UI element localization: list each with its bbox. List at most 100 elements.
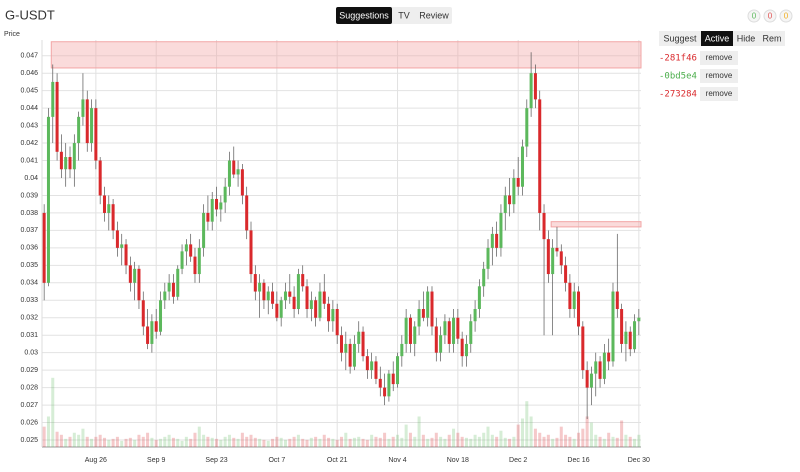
panel-button[interactable]: Suggest xyxy=(663,33,697,43)
tab[interactable]: Suggestions xyxy=(339,10,389,20)
candle-body xyxy=(477,286,481,310)
candle-body xyxy=(473,309,477,322)
x-tick-label: Nov 18 xyxy=(447,457,469,464)
candle-body xyxy=(352,343,356,367)
candle-body xyxy=(555,247,559,252)
candle-body xyxy=(620,309,624,344)
x-tick-label: Sep 9 xyxy=(147,457,165,464)
volume-bar xyxy=(421,434,425,447)
candle-body xyxy=(447,321,451,344)
zone xyxy=(50,41,642,69)
y-tick-label: 0.031 xyxy=(20,332,38,339)
volume-bar xyxy=(572,438,576,447)
candle-body xyxy=(258,282,262,292)
y-tick-label: 0.039 xyxy=(20,192,38,199)
panel-button[interactable]: Hide xyxy=(737,33,756,43)
candle-body xyxy=(430,291,434,327)
volume-bar xyxy=(473,434,477,447)
candle-body xyxy=(219,202,223,210)
volume-bar xyxy=(529,416,533,447)
candle-body xyxy=(107,204,111,213)
zone xyxy=(550,221,642,228)
tab[interactable]: TV xyxy=(398,10,410,20)
volume-bar xyxy=(331,438,335,447)
volume-bar xyxy=(624,434,628,447)
volume-bar xyxy=(615,437,619,447)
panel-button[interactable]: Active xyxy=(705,33,730,43)
volume-bar xyxy=(585,416,589,447)
tab[interactable]: Review xyxy=(419,10,449,20)
remove-button[interactable]: remove xyxy=(706,89,733,98)
candle-body xyxy=(249,230,253,275)
volume-bar xyxy=(90,438,94,447)
badge xyxy=(779,9,793,23)
volume-bar xyxy=(115,436,119,447)
candle-body xyxy=(318,291,322,318)
candle-body xyxy=(262,282,266,301)
volume-bar xyxy=(206,436,210,447)
candle-body xyxy=(417,309,421,327)
volume-bar xyxy=(469,438,473,447)
candle-body xyxy=(577,291,581,327)
suggestion-id: -273284 xyxy=(659,90,697,100)
candle-body xyxy=(348,343,352,367)
candle-body xyxy=(331,309,335,322)
candle-body xyxy=(533,73,537,100)
candle-body xyxy=(68,157,72,170)
volume-bar xyxy=(210,437,214,447)
volume-bar xyxy=(77,434,81,447)
volume-bar xyxy=(426,438,430,447)
x-tick-label: Oct 21 xyxy=(327,457,348,464)
volume-bar xyxy=(64,438,68,447)
y-tick-label: 0.038 xyxy=(20,210,38,217)
volume-bar xyxy=(503,437,507,447)
candle-body xyxy=(184,244,188,252)
panel-button[interactable]: Rem xyxy=(762,33,781,43)
remove-button-bg xyxy=(700,87,738,101)
volume-bar xyxy=(262,439,266,447)
volume-bar xyxy=(490,434,494,447)
volume-bar xyxy=(124,438,128,447)
volume-bar xyxy=(59,434,63,447)
candle-body xyxy=(581,326,585,371)
volume-bar xyxy=(443,438,447,447)
y-tick-label: 0.047 xyxy=(20,53,38,60)
volume-bar xyxy=(141,436,145,447)
candle-body xyxy=(525,108,529,147)
volume-bar xyxy=(72,432,76,447)
volume-bar xyxy=(559,426,563,447)
candle-body xyxy=(426,291,430,318)
candle-body xyxy=(102,195,106,213)
volume-bar xyxy=(163,436,167,447)
remove-button-bg xyxy=(700,51,738,65)
candle-body xyxy=(404,317,408,344)
volume-bar xyxy=(477,436,481,447)
candle-body xyxy=(486,247,490,269)
y-tick-label: 0.029 xyxy=(20,367,38,374)
volume-bar xyxy=(85,436,89,447)
candle-body xyxy=(546,239,550,275)
remove-button[interactable]: remove xyxy=(706,71,733,80)
candle-body xyxy=(572,291,576,310)
pair-title: G-USDT xyxy=(5,7,55,22)
candle-body xyxy=(413,326,417,344)
y-tick-label: 0.044 xyxy=(20,105,38,112)
candle-body xyxy=(538,99,542,213)
candle-body xyxy=(46,116,50,283)
volume-bar xyxy=(499,430,503,447)
volume-bar xyxy=(352,437,356,447)
volume-bar xyxy=(98,434,102,447)
volume-bar xyxy=(128,437,132,447)
y-tick-label: 0.032 xyxy=(20,315,38,322)
candle-body xyxy=(42,212,46,283)
candle-body xyxy=(357,331,361,344)
volume-bar xyxy=(227,434,231,447)
candle-body xyxy=(611,291,615,362)
candle-body xyxy=(77,116,81,144)
candle-body xyxy=(568,282,572,310)
remove-button[interactable]: remove xyxy=(706,53,733,62)
candle-body xyxy=(223,186,227,203)
candle-body xyxy=(361,331,365,357)
x-tick-label: Nov 4 xyxy=(388,457,406,464)
